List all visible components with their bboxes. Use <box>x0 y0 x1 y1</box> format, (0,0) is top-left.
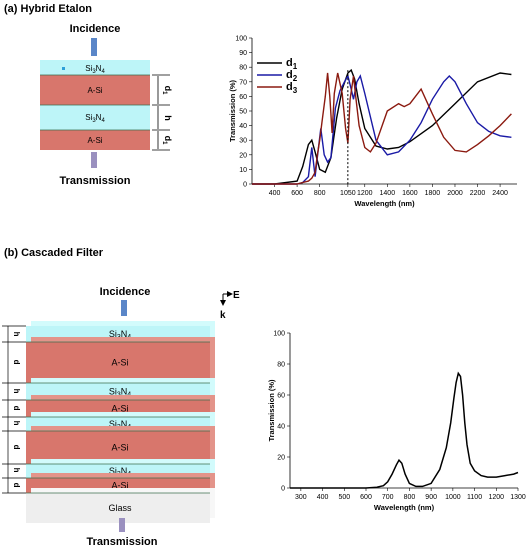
stack-dim-label-h: h <box>12 389 21 394</box>
etalon-label-si3n4-mid: Si3N4 <box>85 113 105 124</box>
x-tick-label: 2000 <box>447 190 463 197</box>
y-tick-label: 80 <box>239 65 247 72</box>
axis-k-label: k <box>220 310 226 321</box>
series-line-d3 <box>252 72 512 185</box>
stack-layer-a-si-5 <box>26 431 210 464</box>
stack-label-8: Glass <box>108 503 132 513</box>
x-axis-label: Wavelength (nm) <box>374 503 435 512</box>
stack-dim-label-d: d <box>12 360 21 365</box>
x-tick-label: 1000 <box>445 494 461 501</box>
panel-a-transmission-arrow <box>91 152 97 168</box>
x-tick-label: 800 <box>404 494 416 501</box>
y-tick-label: 100 <box>273 331 285 338</box>
y-tick-label: 60 <box>277 393 285 400</box>
panel-b-transmission-arrow <box>119 518 125 532</box>
x-tick-label: 400 <box>269 190 281 197</box>
etalon-layer-asi-top <box>40 75 150 105</box>
x-tick-label: 1100 <box>467 494 482 501</box>
x-axis-label: Wavelength (nm) <box>354 199 415 208</box>
stack-dim-label-h: h <box>12 421 21 426</box>
x-tick-label: 600 <box>291 190 303 197</box>
etalon-label-asi-bottom: A-Si <box>87 136 102 145</box>
dim-label-d-bottom: d1 <box>161 136 173 146</box>
panel-b-title: (b) Cascaded Filter <box>4 247 104 259</box>
dim-label-h: h <box>163 115 173 121</box>
y-axis-label: Transmission (%) <box>228 79 237 142</box>
y-tick-label: 40 <box>277 424 285 431</box>
stack-dim-label-h: h <box>12 468 21 473</box>
y-tick-label: 50 <box>239 109 247 116</box>
x-tick-label: 2200 <box>470 190 486 197</box>
dim-label-d-top: d1 <box>161 86 173 96</box>
stack-layer-a-si-1 <box>26 342 210 383</box>
chart-a: 0 10 20 30 40 50 60 70 80 90 100 400 600 800 1050 1200 1… <box>228 36 517 208</box>
x-tick-label: 400 <box>317 494 329 501</box>
stack-dim-label-d: d <box>12 406 21 411</box>
panel-a-etalon-stack: Si3N4 A-Si Si3N4 A-Si <box>40 60 150 150</box>
y-tick-label: 20 <box>277 455 285 462</box>
x-tick-label: 800 <box>314 190 326 197</box>
stack-label-1: A-Si <box>111 358 128 368</box>
etalon-dot <box>62 67 65 70</box>
x-tick-label: 300 <box>295 494 307 501</box>
etalon-label-asi-top: A-Si <box>87 86 102 95</box>
panel-b-transmission-label: Transmission <box>87 536 158 548</box>
series-line-response <box>290 371 519 489</box>
stack-label-7: A-Si <box>111 481 128 491</box>
y-tick-label: 80 <box>277 362 285 369</box>
panel-a-title: (a) Hybrid Etalon <box>4 3 92 15</box>
panel-a-dimension-markers <box>152 74 170 151</box>
x-tick-label: 500 <box>338 494 350 501</box>
x-tick-label: 900 <box>425 494 437 501</box>
x-tick-label: 1200 <box>357 190 373 197</box>
y-tick-label: 70 <box>239 79 247 86</box>
y-tick-label: 0 <box>243 182 247 189</box>
etalon-label-si3n4-top: Si3N4 <box>85 64 105 75</box>
x-tick-label: 1200 <box>488 494 504 501</box>
stack-dim-label-h: h <box>12 332 21 337</box>
y-tick-label: 40 <box>239 123 247 130</box>
y-tick-label: 30 <box>239 138 247 145</box>
stack-label-3: A-Si <box>111 404 128 414</box>
x-tick-label: 1400 <box>380 190 396 197</box>
x-tick-label: 2400 <box>492 190 508 197</box>
panel-b-axis-indicator <box>220 291 233 306</box>
x-tick-label: 1600 <box>402 190 418 197</box>
x-tick-label: 700 <box>382 494 394 501</box>
stack-label-5: A-Si <box>111 443 128 453</box>
y-tick-label: 0 <box>281 486 285 493</box>
stack-dim-label-d: d <box>12 483 21 488</box>
panel-a-transmission-label: Transmission <box>60 175 131 187</box>
panel-a-incidence-label: Incidence <box>70 23 121 35</box>
stack-layer-glass-8 <box>26 493 210 523</box>
panel-b-incidence-label: Incidence <box>100 286 151 298</box>
legend-label-d3: d3 <box>286 81 298 95</box>
y-tick-label: 90 <box>239 50 247 57</box>
x-tick-label: 1050 <box>340 190 356 197</box>
y-tick-label: 60 <box>239 94 247 101</box>
axis-e-label: E <box>233 290 240 301</box>
panel-b-cascaded-stack: Si3N4A-SiSi3N4A-SiSi3N4A-SiSi3N4A-SiGlas… <box>2 321 215 523</box>
stack-dim-label-d: d <box>12 445 21 450</box>
y-tick-label: 100 <box>235 36 247 43</box>
legend-label-d2: d2 <box>286 69 298 83</box>
panel-b-incidence-arrow <box>121 300 127 316</box>
y-tick-label: 10 <box>239 167 247 174</box>
y-axis-label: Transmission (%) <box>267 379 276 442</box>
legend-label-d1: d1 <box>286 57 298 71</box>
series-line-d1 <box>252 68 512 185</box>
chart-b: 0 20 40 60 80 100 300 400 500 600 700 800 900 1000 110… <box>267 331 526 513</box>
panel-a-incidence-arrow <box>91 38 97 56</box>
etalon-layer-asi-bottom <box>40 130 150 150</box>
etalon-layer-si3n4-mid <box>40 105 150 130</box>
y-tick-label: 20 <box>239 152 247 159</box>
x-tick-label: 1300 <box>510 494 526 501</box>
x-tick-label: 1800 <box>425 190 441 197</box>
series-line-d2 <box>252 74 512 185</box>
x-tick-label: 600 <box>360 494 372 501</box>
etalon-layer-si3n4-top <box>40 60 150 75</box>
